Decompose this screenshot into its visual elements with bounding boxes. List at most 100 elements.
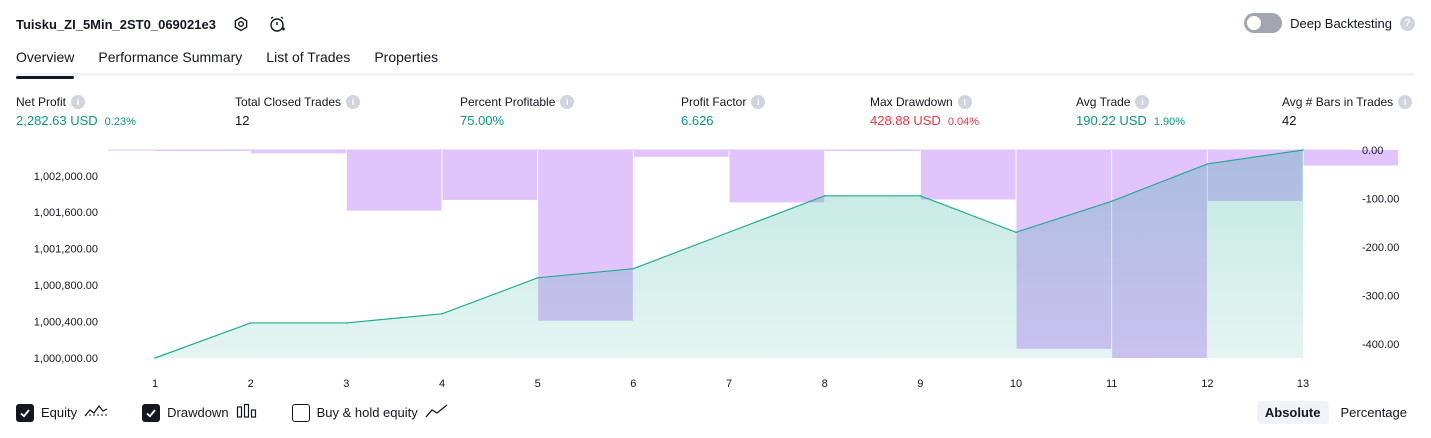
left-axis-tick-label: 1,000,000.00 [34,353,98,365]
x-axis-tick-label: 12 [1201,378,1213,390]
report-tabs: Overview Performance Summary List of Tra… [16,46,1415,79]
metric-total-closed-trades: Total Closed Trades i 12 [235,94,361,131]
x-axis-tick-label: 9 [917,378,923,390]
tab-properties[interactable]: Properties [374,49,439,65]
metric-label: Avg # Bars in Trades [1282,95,1394,109]
metric-label: Percent Profitable [460,95,556,109]
metric-value: 6.626 [681,113,714,128]
equity-point [1206,163,1209,165]
toggle-knob [1247,16,1262,30]
metric-percent: 0.23% [104,116,136,128]
drawdown-bar [729,150,825,203]
chart-legend: Equity Drawdown Buy & hold equity [16,403,483,422]
x-axis-tick-label: 4 [439,378,445,390]
equity-point [441,313,443,315]
x-axis-tick-label: 11 [1106,378,1117,390]
left-axis-tick-label: 1,000,400.00 [34,317,98,329]
metric-label: Profit Factor [681,95,747,109]
drawdown-bar [442,150,538,200]
deep-backtesting: Deep Backtesting ? [1244,13,1415,33]
right-axis-tick-label: -400.00 [1362,339,1399,351]
equity-point [154,357,156,359]
info-icon[interactable]: i [71,95,86,109]
percentage-button[interactable]: Percentage [1340,405,1408,420]
right-axis-tick-label: -200.00 [1362,242,1399,254]
drawdown-bar [346,150,442,211]
buy-hold-checkbox[interactable] [291,403,310,422]
drawdown-bar [251,150,346,154]
equity-point [1015,231,1017,234]
right-axis-tick-label: -100.00 [1362,193,1399,205]
equity-point [1110,200,1113,203]
metric-avg-bars-in-trades: Avg # Bars in Trades i 42 [1282,94,1413,131]
tab-list-of-trades[interactable]: List of Trades [266,49,351,65]
metric-net-profit: Net Profit i 2,282.63 USD 0.23% [16,94,136,131]
absolute-button[interactable]: Absolute [1256,401,1329,424]
info-icon[interactable]: i [1398,95,1413,109]
legend-buy-hold-equity[interactable]: Buy & hold equity [291,403,449,422]
x-axis-tick-label: 10 [1010,378,1022,390]
info-icon[interactable]: i [957,95,972,109]
legend-label: Buy & hold equity [316,405,418,420]
strategy-name: Tuisku_ZI_5Min_2ST0_069021e3 [16,16,216,32]
equity-point [823,195,826,197]
x-axis-tick-label: 3 [343,378,349,390]
metric-value: 190.22 USD [1076,113,1147,128]
x-axis-tick-label: 13 [1297,378,1309,390]
metric-percent: 0.04% [947,116,980,128]
x-axis-tick-label: 8 [822,378,828,390]
x-axis-tick-label: 2 [248,378,254,390]
left-axis-tick-label: 1,002,000.00 [34,171,98,183]
info-icon[interactable]: i [1135,95,1150,109]
drawdown-bars-icon [236,403,258,422]
equity-point [249,322,252,324]
equity-drawdown-chart[interactable]: 1,000,000.00 1,000,400.00 1,000,800.00 1,00… [0,140,1431,395]
help-icon[interactable]: ? [1400,15,1415,31]
metric-label: Max Drawdown [870,95,953,109]
strategy-header: Tuisku_ZI_5Min_2ST0_069021e3 [16,12,288,36]
metric-profit-factor: Profit Factor i 6.626 [681,94,766,131]
deep-backtesting-label: Deep Backtesting [1290,15,1392,31]
x-axis-tick-label: 7 [726,378,732,390]
left-axis-tick-label: 1,001,600.00 [34,207,98,219]
right-axis-tick-label: 0.00 [1362,145,1383,157]
drawdown-bar [920,150,1016,200]
equity-point [728,231,730,234]
metric-value: 428.88 USD [870,113,941,128]
x-axis-tick-label: 5 [535,378,541,390]
equity-checkbox[interactable] [16,403,34,422]
metric-label: Total Closed Trades [235,95,342,109]
left-axis-tick-label: 1,001,200.00 [34,244,98,256]
scale-mode-switch: Absolute Percentage [1256,401,1415,424]
metric-percent-profitable: Percent Profitable i 75.00% [460,94,575,131]
equity-line-icon [84,403,108,422]
equity-point [345,322,348,324]
equity-point [632,267,635,270]
alert-clock-icon[interactable] [266,13,288,35]
tab-overview[interactable]: Overview [16,46,75,79]
deep-backtesting-toggle[interactable] [1244,13,1283,33]
metric-label: Net Profit [16,95,67,109]
legend-drawdown[interactable]: Drawdown [142,403,257,422]
drawdown-bar [825,150,920,151]
x-axis-tick-label: 1 [152,378,158,390]
left-axis-tick-label: 1,000,800.00 [34,280,98,292]
info-icon[interactable]: i [751,95,766,109]
legend-equity[interactable]: Equity [16,403,108,422]
info-icon[interactable]: i [560,95,575,109]
equity-point [919,195,922,197]
drawdown-bar [633,150,729,157]
metric-avg-trade: Avg Trade i 190.22 USD 1.90% [1076,94,1185,131]
tab-performance-summary[interactable]: Performance Summary [98,49,243,65]
legend-label: Equity [41,405,78,420]
legend-label: Drawdown [167,405,229,420]
metric-value: 2,282.63 USD [16,113,98,128]
info-icon[interactable]: i [346,95,361,109]
metric-value: 12 [235,113,250,128]
drawdown-checkbox[interactable] [142,403,161,422]
equity-area [155,150,1303,358]
settings-gear-icon[interactable] [230,13,252,35]
x-axis-tick-label: 6 [630,378,636,390]
metric-value: 42 [1282,113,1297,128]
equity-point [1302,149,1304,151]
